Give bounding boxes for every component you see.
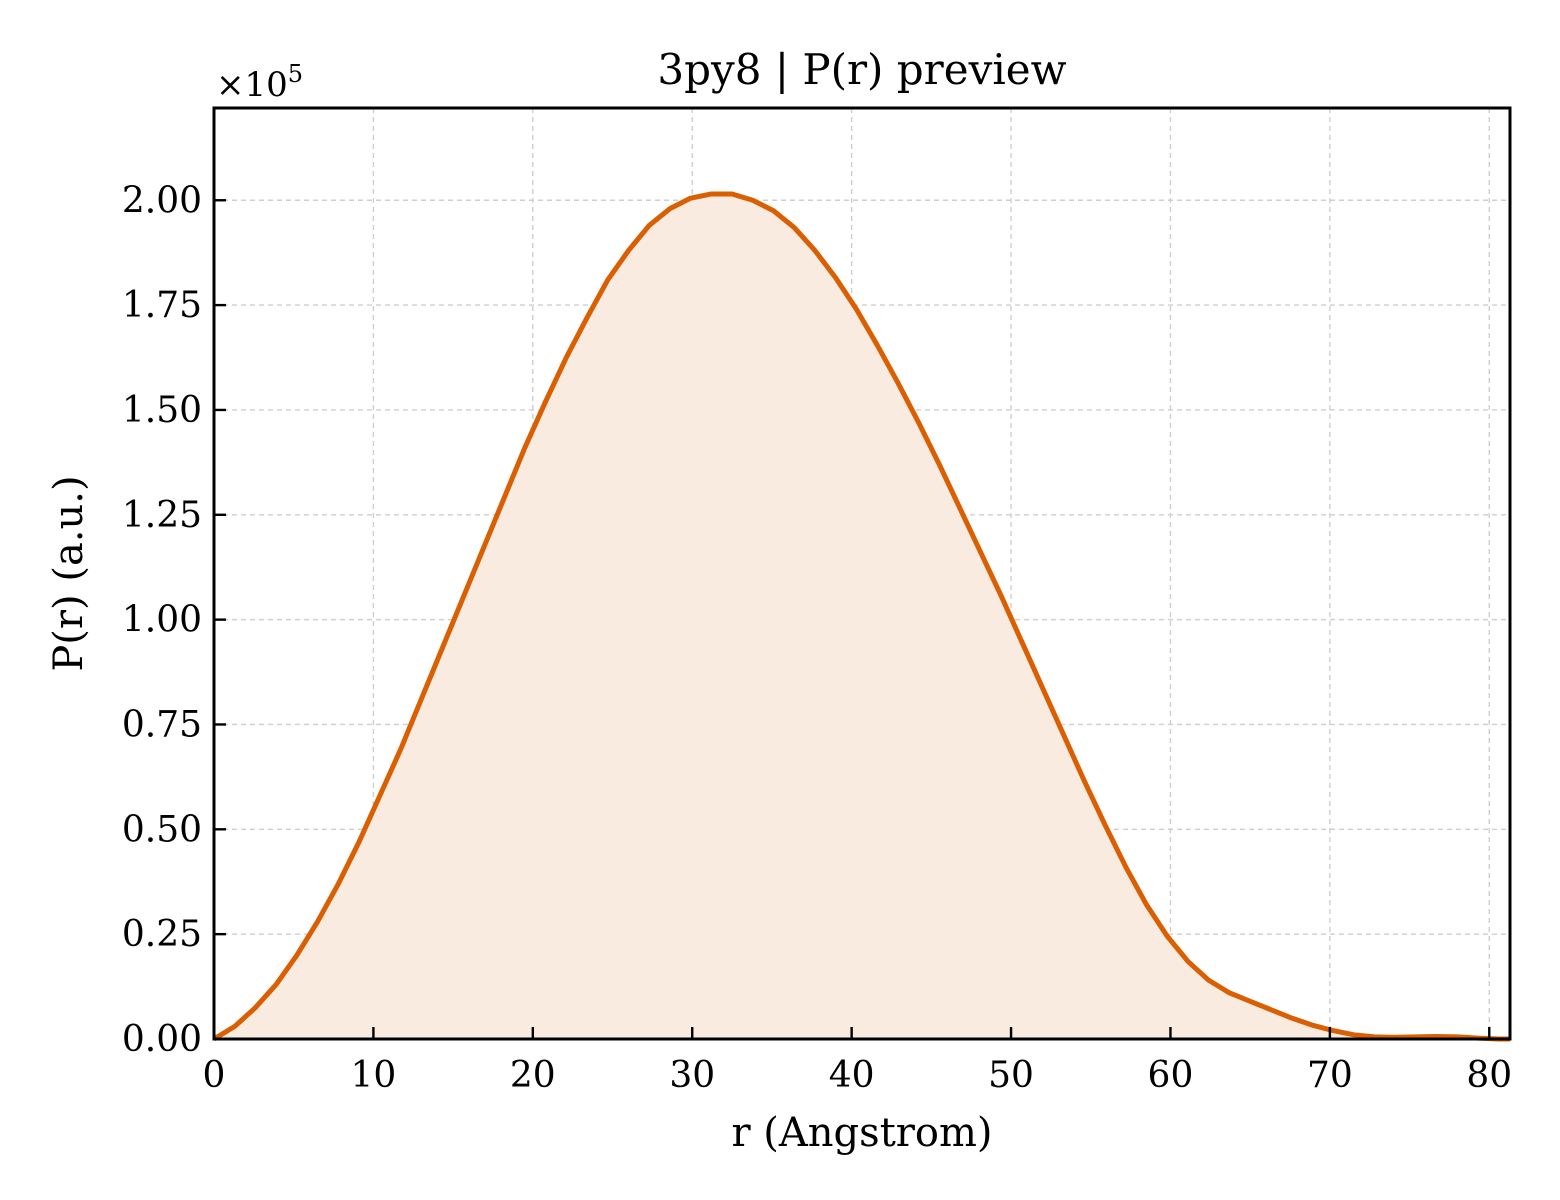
x-tick-label: 0 — [203, 1055, 226, 1096]
y-multiplier-exponent: 5 — [288, 60, 303, 88]
y-axis-label: P(r) (a.u.) — [46, 475, 92, 671]
x-tick-label: 20 — [510, 1055, 556, 1096]
x-axis-label: r (Angstrom) — [731, 1110, 992, 1156]
y-tick-label: 0.25 — [122, 914, 202, 955]
y-tick-label: 1.50 — [122, 390, 202, 431]
y-tick-label: 1.25 — [122, 495, 202, 536]
x-tick-label: 30 — [669, 1055, 715, 1096]
series-line — [212, 191, 1510, 1042]
x-tick-label: 60 — [1148, 1055, 1194, 1096]
axis-ticks: 0 10 20 30 40 50 60 70 80 0.00 0.25 0.50 0.75 1.00 1.2… — [122, 180, 1512, 1096]
y-axis-multiplier: ×105 — [216, 60, 303, 105]
y-tick-label: 0.75 — [122, 704, 202, 745]
x-tick-label: 10 — [351, 1055, 397, 1096]
y-tick-label: 2.00 — [122, 180, 202, 221]
y-multiplier-base: ×10 — [216, 65, 288, 105]
x-tick-label: 80 — [1466, 1055, 1512, 1096]
x-tick-label: 50 — [988, 1055, 1034, 1096]
area-fill — [214, 193, 1510, 1040]
x-tick-label: 70 — [1307, 1055, 1353, 1096]
y-tick-label: 1.00 — [122, 600, 202, 641]
plot-frame — [212, 106, 1512, 1041]
y-tick-label: 0.50 — [122, 809, 202, 850]
y-tick-label: 0.00 — [122, 1019, 202, 1060]
x-tick-label: 40 — [829, 1055, 875, 1096]
chart-title: 3py8 | P(r) preview — [657, 45, 1066, 94]
y-tick-label: 1.75 — [122, 285, 202, 326]
